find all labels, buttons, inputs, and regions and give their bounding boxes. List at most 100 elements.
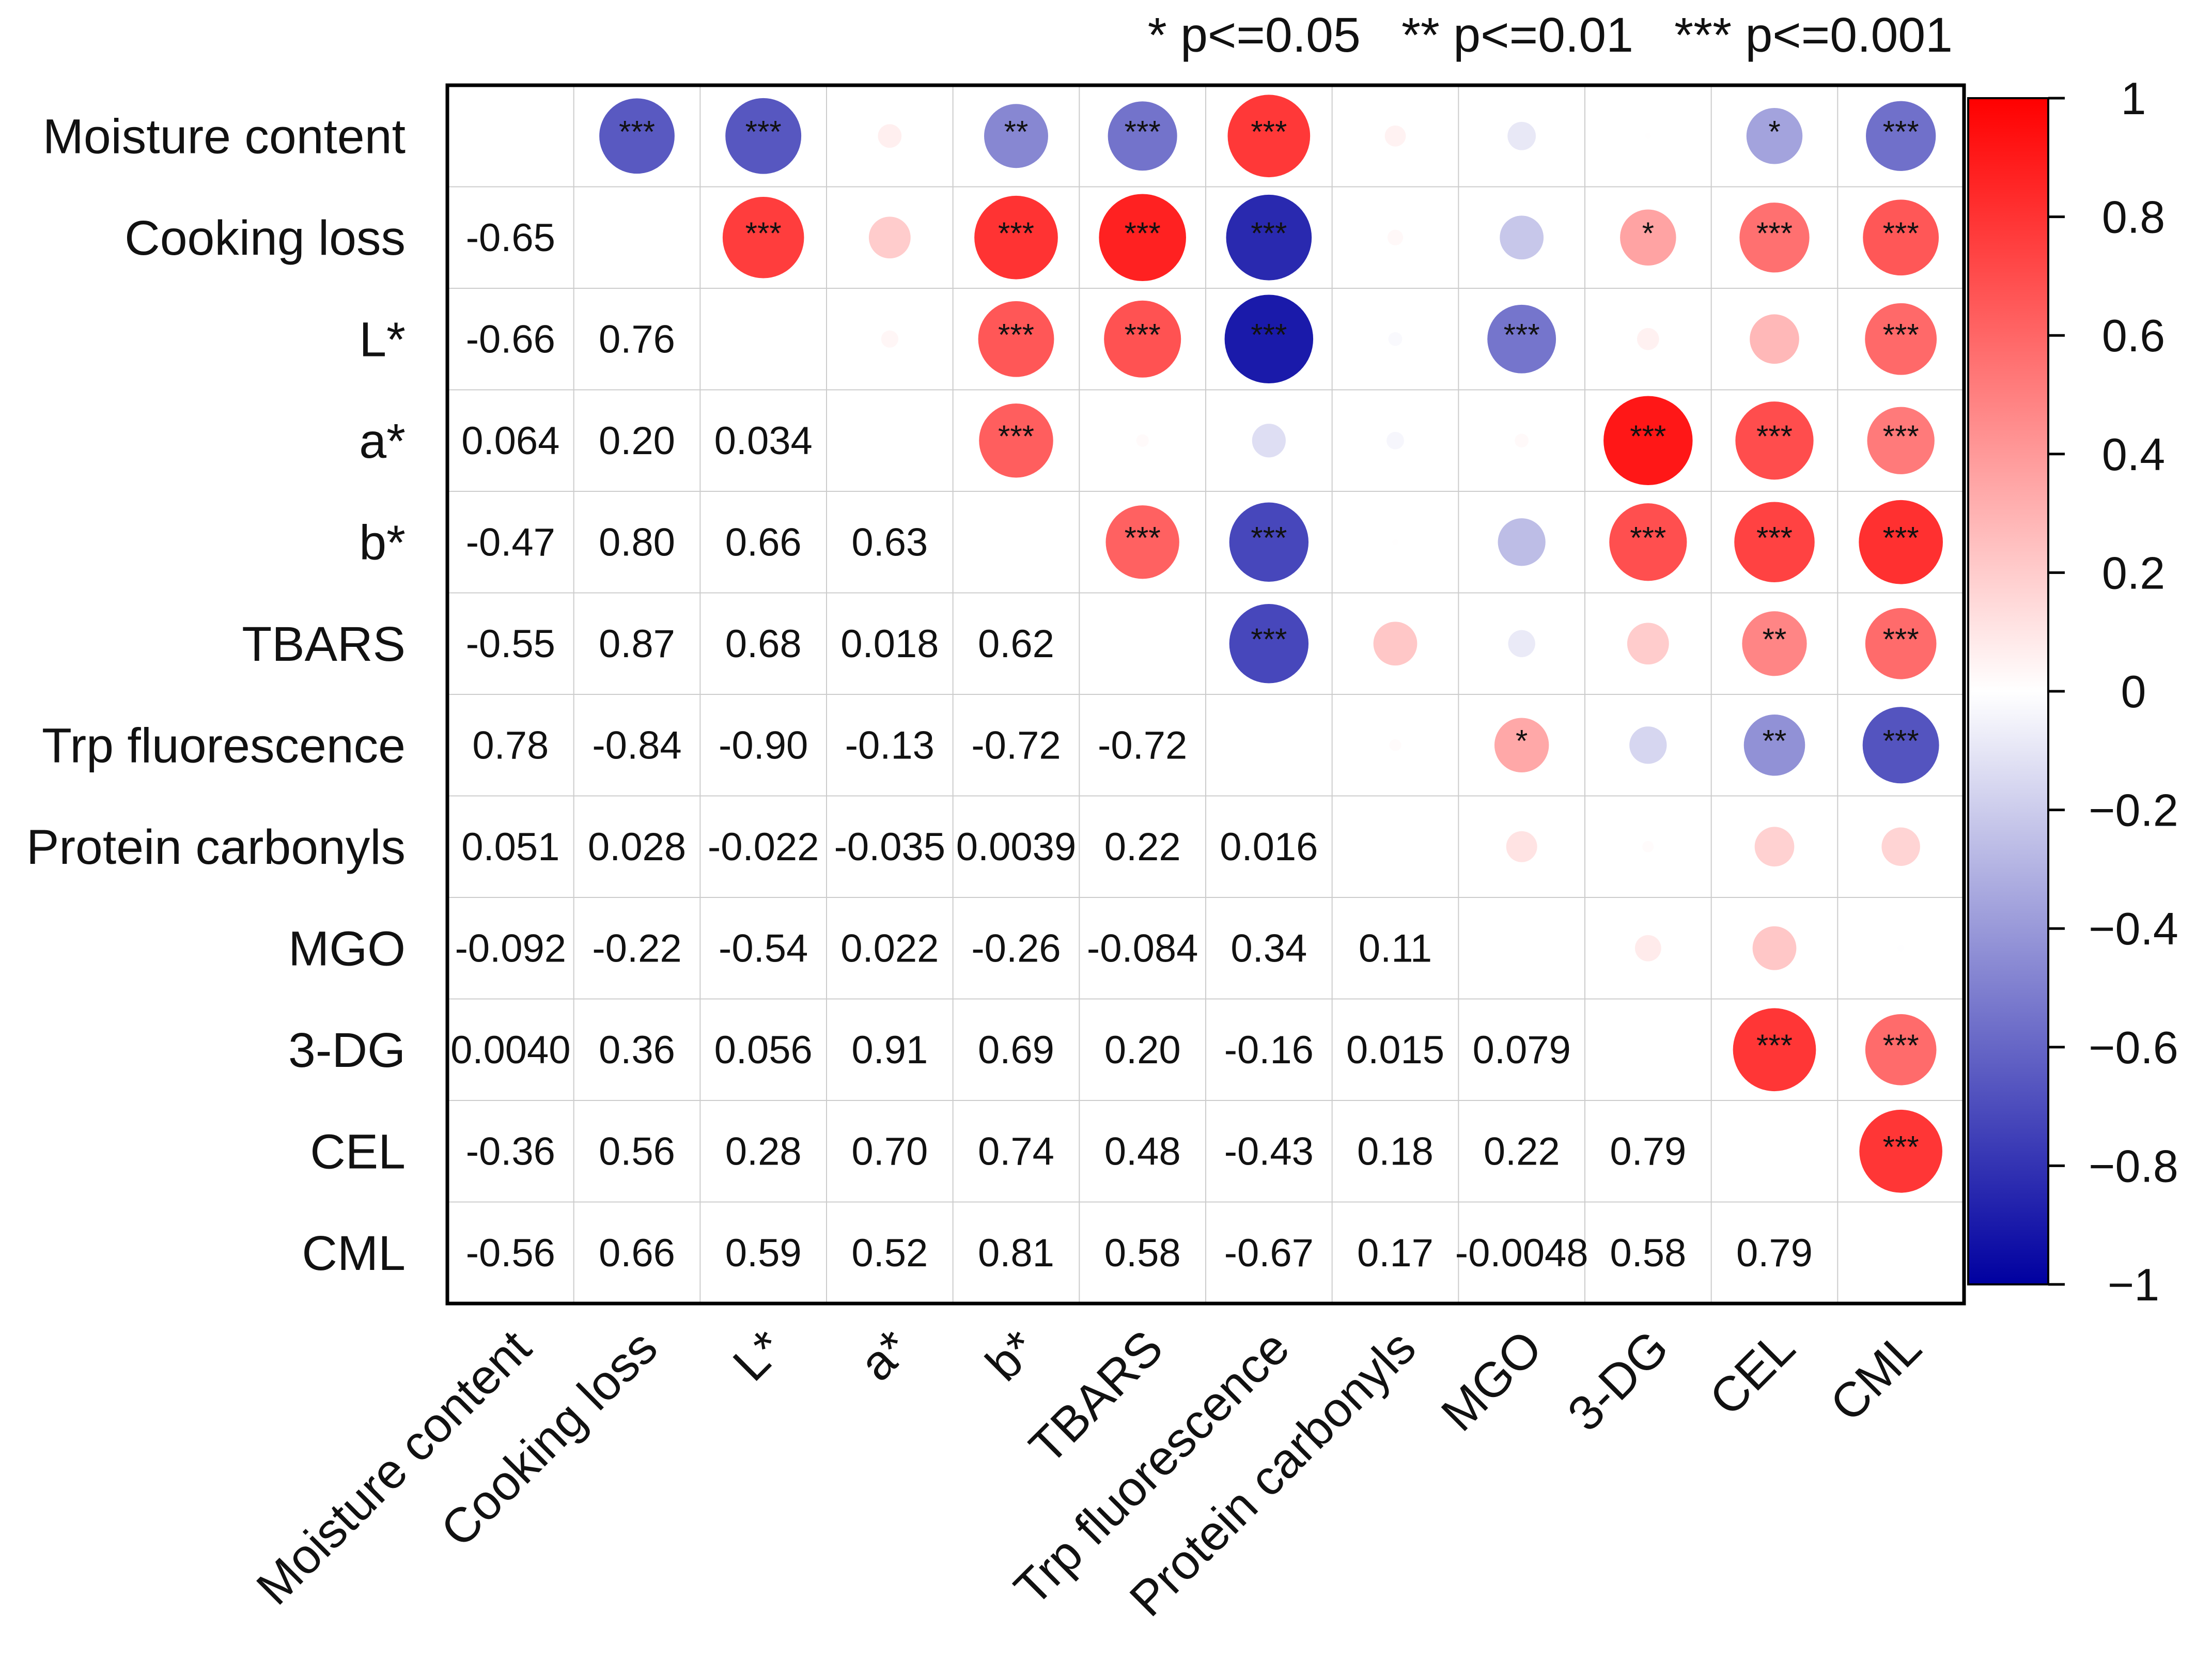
row-label: 3-DG [288,1023,406,1078]
significance-stars: ** [1763,622,1787,657]
corr-circle [1734,502,1815,583]
coef-label: 0.22 [1104,825,1181,869]
corr-circle [1742,611,1807,676]
row-label: Cooking loss [124,211,406,266]
significance-stars: *** [1756,520,1793,555]
coef-label: 0.034 [714,419,813,463]
significance-stars: *** [1504,317,1540,352]
coef-label: 0.62 [978,622,1054,666]
significance-stars: * [1768,114,1780,149]
coef-label: -0.56 [466,1231,555,1275]
significance-stars: *** [1630,419,1666,454]
coef-label: 0.76 [599,317,675,361]
column-label: CML [1820,1320,1932,1432]
column-label: MGO [1431,1320,1552,1441]
colorbar-tick-label: 0.8 [2102,192,2165,243]
significance-stars: ** [1763,723,1787,758]
corr-circle [1226,194,1312,281]
corr-circle [868,216,911,259]
corr-circle [1389,739,1401,751]
coef-label: 0.022 [840,926,939,970]
significance-stars: *** [1883,317,1919,352]
coef-label: -0.72 [971,723,1061,767]
corr-circle [1136,434,1149,447]
coef-label: 0.66 [725,520,802,564]
corr-circle [978,301,1054,377]
coef-label: 0.48 [1104,1129,1181,1173]
coef-label: 0.87 [599,622,675,666]
significance-stars: *** [619,114,655,149]
corr-circle [1229,502,1309,582]
corr-circle [1108,101,1177,171]
coef-label: 0.079 [1473,1028,1571,1072]
coef-label: 0.22 [1484,1129,1560,1173]
corr-circle [1603,396,1693,485]
row-label: L* [359,312,406,367]
coef-label: 0.59 [725,1231,802,1275]
coef-label: 0.28 [725,1129,802,1173]
coef-label: 0.17 [1357,1231,1434,1275]
corr-circle [1609,503,1687,581]
coef-label: 0.79 [1610,1129,1686,1173]
significance-stars: *** [1125,216,1161,251]
significance-stars: *** [998,216,1034,251]
matrix-frame [445,83,1966,1306]
coef-label: 0.66 [599,1231,675,1275]
colorbar-tick-label: 0 [2121,666,2146,717]
significance-stars: *** [1883,1028,1919,1063]
corr-circle [1634,935,1661,961]
colorbar-tick-label: −0.6 [2089,1022,2178,1073]
corr-circle [1859,500,1943,584]
column-label: a* [849,1320,921,1391]
corr-circle [1387,431,1404,449]
column-label: CEL [1699,1320,1805,1426]
corr-circle [1224,294,1314,384]
coef-label: 0.91 [851,1028,928,1072]
coef-label: -0.72 [1098,723,1187,767]
significance-stars: *** [1883,216,1919,251]
coef-label: 0.78 [472,723,549,767]
corr-circle [1620,209,1676,266]
column-label: b* [975,1320,1047,1391]
coef-label: 0.56 [599,1129,675,1173]
corr-circle [1862,707,1939,784]
coef-label: 0.18 [1357,1129,1434,1173]
corr-circle [1746,108,1803,164]
significance-stars: *** [1251,622,1287,657]
corr-circle [1859,1109,1943,1193]
column-label: 3-DG [1557,1320,1679,1441]
corr-circle [1733,1008,1816,1092]
corr-circle [1384,125,1406,147]
significance-stars: *** [1251,317,1287,352]
significance-stars: *** [1883,419,1919,454]
coef-label: -0.47 [466,520,555,564]
colorbar-tick-label: 0.2 [2102,547,2165,598]
corr-circle [1252,424,1286,458]
corr-circle [1867,407,1935,474]
row-label: Moisture content [43,109,406,164]
row-label: b* [359,515,406,570]
significance-stars: *** [1756,216,1793,251]
corr-circle [1865,1014,1937,1085]
coef-label: 0.056 [714,1028,813,1072]
significance-stars: *** [998,317,1034,352]
colorbar-tick-label: −0.4 [2089,903,2178,954]
colorbar-tick-label: 1 [2121,73,2146,124]
significance-stars: *** [1756,419,1793,454]
significance-stars: *** [1756,1028,1793,1063]
significance-stars: *** [1251,520,1287,555]
corr-circle [1105,505,1179,579]
corr-circle [1881,827,1920,866]
corr-circle [1897,944,1904,952]
corr-circle [1515,433,1529,448]
coef-label: -0.54 [719,926,808,970]
corr-circle [1508,630,1535,657]
corr-circle [1507,121,1536,150]
significance-stars: *** [1125,114,1161,149]
corr-circle [1754,827,1795,867]
corr-circle [722,196,804,278]
coef-label: 0.064 [461,419,559,463]
coef-label: -0.90 [719,723,808,767]
row-label: Trp fluorescence [42,718,406,773]
corr-circle [1743,714,1805,776]
